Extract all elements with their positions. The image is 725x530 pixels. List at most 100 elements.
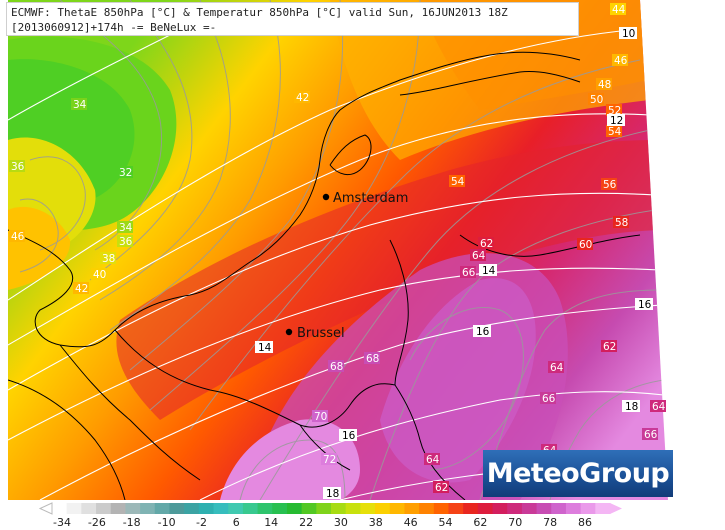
temp-label: 16 bbox=[635, 298, 653, 311]
legend-swatch bbox=[272, 503, 288, 514]
svg-text:40: 40 bbox=[93, 269, 106, 281]
svg-text:64: 64 bbox=[426, 454, 440, 466]
legend-swatch bbox=[375, 503, 391, 514]
legend-swatch bbox=[551, 503, 567, 514]
legend-swatch bbox=[331, 503, 347, 514]
svg-text:46: 46 bbox=[11, 231, 25, 243]
header-run-info: [2013060912]+174h -= BeNeLux =- bbox=[11, 21, 217, 34]
legend-tick-label: 54 bbox=[439, 516, 453, 529]
theta-label: 50 bbox=[588, 93, 604, 106]
svg-text:36: 36 bbox=[11, 161, 25, 173]
header-title: ECMWF: ThetaE 850hPa [°C] & Temperatur 8… bbox=[11, 6, 508, 19]
svg-text:12: 12 bbox=[610, 115, 623, 127]
legend-swatch bbox=[565, 503, 582, 514]
svg-text:46: 46 bbox=[614, 55, 628, 67]
legend-tick-label: 14 bbox=[264, 516, 278, 529]
legend-swatch bbox=[110, 503, 126, 514]
brussel-label: Brussel bbox=[297, 326, 345, 341]
legend-tick-label: -2 bbox=[196, 516, 207, 529]
svg-text:68: 68 bbox=[366, 353, 379, 365]
theta-label: 64 bbox=[424, 453, 440, 466]
legend-tick-label: -26 bbox=[88, 516, 106, 529]
legend-tick-label: -10 bbox=[158, 516, 176, 529]
svg-text:14: 14 bbox=[482, 265, 496, 277]
legend-swatch bbox=[595, 503, 611, 514]
legend-tick-label: 78 bbox=[543, 516, 557, 529]
theta-label: 44 bbox=[610, 3, 626, 16]
svg-text:34: 34 bbox=[73, 99, 87, 111]
legend-swatch bbox=[228, 503, 244, 514]
legend-tick-label: 30 bbox=[334, 516, 348, 529]
svg-text:34: 34 bbox=[119, 222, 133, 234]
theta-label: 46 bbox=[612, 54, 628, 67]
legend-swatch bbox=[154, 503, 170, 514]
svg-text:66: 66 bbox=[542, 393, 556, 405]
legend-swatch bbox=[580, 503, 596, 514]
theta-label: 36 bbox=[117, 235, 133, 248]
svg-text:70: 70 bbox=[314, 411, 327, 423]
theta-label: 68 bbox=[328, 360, 344, 373]
svg-text:10: 10 bbox=[622, 28, 635, 40]
temp-label: 18 bbox=[622, 400, 640, 413]
thetae-labels: 34 36 32 34 36 38 40 42 46 42 54 56 58 6… bbox=[9, 3, 666, 494]
temp-label: 14 bbox=[479, 264, 497, 277]
theta-label: 34 bbox=[117, 221, 133, 234]
brussel-dot bbox=[285, 328, 293, 336]
legend-swatch bbox=[316, 503, 332, 514]
theta-label: 32 bbox=[117, 166, 133, 179]
svg-text:64: 64 bbox=[652, 401, 666, 413]
svg-text:72: 72 bbox=[323, 454, 336, 466]
legend-tick-label: 6 bbox=[233, 516, 240, 529]
legend-swatch bbox=[213, 503, 229, 514]
theta-label: 42 bbox=[294, 91, 310, 104]
legend-swatch bbox=[257, 503, 273, 514]
svg-text:66: 66 bbox=[462, 267, 476, 279]
legend-swatch bbox=[198, 503, 215, 514]
theta-label: 62 bbox=[478, 237, 494, 250]
legend-tick-label: 62 bbox=[473, 516, 487, 529]
theta-label: 66 bbox=[460, 266, 476, 279]
legend-swatch bbox=[492, 503, 508, 514]
svg-text:56: 56 bbox=[603, 179, 617, 191]
svg-text:58: 58 bbox=[615, 217, 628, 229]
theta-label: 72 bbox=[321, 453, 337, 466]
theta-label: 34 bbox=[71, 98, 87, 111]
temp-label: 10 bbox=[619, 27, 637, 40]
theta-label: 58 bbox=[613, 216, 629, 229]
temp-label: 12 bbox=[607, 114, 625, 127]
map-header: ECMWF: ThetaE 850hPa [°C] & Temperatur 8… bbox=[6, 2, 579, 36]
theta-label: 64 bbox=[548, 361, 564, 374]
legend-swatch bbox=[404, 503, 420, 514]
theta-label: 64 bbox=[470, 249, 486, 262]
legend-tick-label: 38 bbox=[369, 516, 383, 529]
thetae-field bbox=[8, 0, 668, 500]
temp-label: 14 bbox=[255, 341, 273, 354]
legend-swatch bbox=[140, 503, 156, 514]
theta-label: 66 bbox=[540, 392, 556, 405]
legend-swatch bbox=[477, 503, 494, 514]
legend-swatch bbox=[242, 503, 259, 514]
svg-text:64: 64 bbox=[550, 362, 564, 374]
svg-text:62: 62 bbox=[435, 482, 448, 494]
legend-swatch bbox=[536, 503, 552, 514]
svg-text:16: 16 bbox=[476, 326, 490, 338]
svg-text:54: 54 bbox=[608, 126, 622, 138]
legend-swatch bbox=[521, 503, 538, 514]
meteogroup-logo: MeteoGroup bbox=[483, 450, 673, 497]
theta-label: 46 bbox=[9, 230, 25, 243]
coastlines-borders bbox=[8, 51, 641, 500]
legend-swatch bbox=[419, 503, 435, 514]
legend-arrow-right bbox=[610, 503, 622, 514]
svg-text:60: 60 bbox=[579, 239, 592, 251]
theta-label: 38 bbox=[100, 252, 116, 265]
theta-label: 70 bbox=[312, 410, 328, 423]
svg-text:42: 42 bbox=[296, 92, 309, 104]
theta-label: 62 bbox=[601, 340, 617, 353]
svg-text:66: 66 bbox=[644, 429, 658, 441]
svg-text:42: 42 bbox=[75, 283, 88, 295]
svg-text:16: 16 bbox=[638, 299, 652, 311]
legend-swatch bbox=[286, 503, 303, 514]
temp-label: 16 bbox=[473, 325, 491, 338]
legend-swatch bbox=[66, 503, 82, 514]
svg-text:18: 18 bbox=[625, 401, 638, 413]
